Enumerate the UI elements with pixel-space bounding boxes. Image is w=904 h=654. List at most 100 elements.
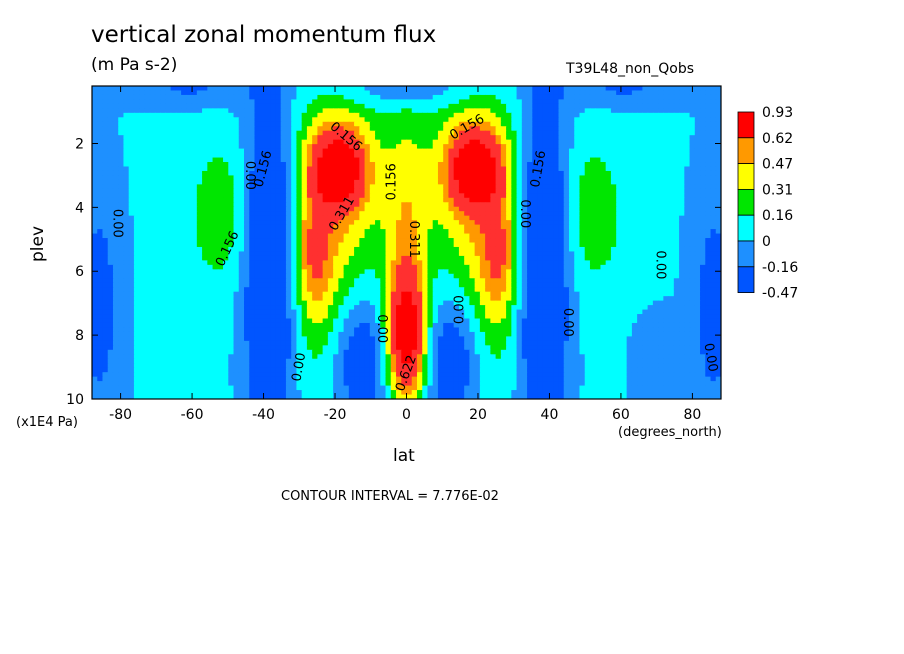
- heatmap-cell: [506, 117, 512, 123]
- heatmap-cell: [516, 224, 523, 230]
- heatmap-cell: [296, 224, 303, 230]
- heatmap-cell: [112, 112, 119, 118]
- heatmap-cell: [322, 255, 329, 261]
- heatmap-cell: [327, 166, 334, 172]
- heatmap-cell: [285, 103, 292, 109]
- heatmap-cell: [663, 193, 670, 199]
- heatmap-cell: [359, 238, 366, 244]
- heatmap-cell: [600, 170, 607, 177]
- heatmap-cell: [647, 238, 654, 244]
- heatmap-cell: [458, 86, 465, 92]
- heatmap-cell: [684, 224, 691, 230]
- heatmap-cell: [280, 184, 287, 190]
- heatmap-cell: [338, 90, 345, 96]
- heatmap-cell: [453, 242, 460, 248]
- heatmap-cell: [118, 90, 125, 96]
- heatmap-cell: [327, 238, 334, 244]
- heatmap-cell: [584, 179, 591, 185]
- heatmap-cell: [631, 206, 638, 212]
- heatmap-cell: [202, 94, 208, 101]
- heatmap-cell: [631, 202, 638, 208]
- heatmap-cell: [574, 121, 581, 127]
- heatmap-cell: [715, 193, 721, 199]
- heatmap-cell: [684, 157, 691, 163]
- heatmap-cell: [621, 135, 628, 141]
- heatmap-cell: [710, 251, 717, 257]
- heatmap-cell: [443, 246, 450, 253]
- heatmap-cell: [568, 99, 575, 105]
- heatmap-cell: [254, 242, 261, 248]
- heatmap-cell: [432, 130, 439, 136]
- heatmap-cell: [385, 220, 392, 226]
- heatmap-cell: [579, 255, 586, 261]
- heatmap-cell: [548, 144, 554, 150]
- heatmap-cell: [364, 188, 371, 194]
- heatmap-cell: [679, 166, 685, 172]
- heatmap-cell: [380, 108, 387, 114]
- heatmap-cell: [191, 193, 198, 199]
- heatmap-cell: [584, 148, 591, 154]
- heatmap-cell: [637, 211, 643, 217]
- heatmap-cell: [553, 121, 560, 127]
- heatmap-cell: [364, 233, 371, 239]
- heatmap-cell: [380, 238, 387, 244]
- heatmap-cell: [359, 157, 366, 163]
- heatmap-cell: [532, 206, 539, 212]
- heatmap-cell: [254, 224, 261, 230]
- heatmap-cell: [584, 170, 591, 177]
- heatmap-cell: [264, 148, 271, 154]
- heatmap-row: [92, 148, 721, 154]
- heatmap-cell: [479, 251, 486, 257]
- heatmap-cell: [548, 246, 554, 253]
- heatmap-cell: [123, 94, 130, 101]
- heatmap-cell: [202, 166, 208, 172]
- heatmap-cell: [254, 130, 261, 136]
- heatmap-cell: [375, 193, 381, 199]
- heatmap-cell: [422, 121, 429, 127]
- heatmap-cell: [422, 251, 429, 257]
- heatmap-cell: [254, 260, 261, 266]
- heatmap-cell: [107, 184, 114, 190]
- heatmap-cell: [663, 148, 670, 154]
- heatmap-cell: [416, 215, 423, 221]
- heatmap-cell: [165, 148, 172, 154]
- heatmap-cell: [437, 126, 444, 132]
- heatmap-cell: [160, 188, 166, 194]
- heatmap-cell: [327, 184, 334, 190]
- heatmap-cell: [280, 157, 287, 163]
- heatmap-cell: [689, 157, 696, 163]
- heatmap-cell: [139, 255, 146, 261]
- heatmap-cell: [715, 242, 721, 248]
- heatmap-cell: [259, 202, 266, 208]
- heatmap-cell: [506, 86, 512, 92]
- heatmap-cell: [102, 126, 109, 132]
- heatmap-cell: [364, 251, 371, 257]
- heatmap-cell: [401, 157, 408, 163]
- heatmap-cell: [322, 148, 329, 154]
- heatmap-cell: [343, 108, 350, 114]
- heatmap-cell: [343, 184, 350, 190]
- heatmap-cell: [123, 211, 130, 217]
- heatmap-cell: [212, 175, 219, 181]
- heatmap-cell: [589, 99, 596, 105]
- heatmap-cell: [259, 139, 266, 145]
- heatmap-cell: [621, 90, 628, 96]
- heatmap-cell: [637, 153, 643, 159]
- heatmap-cell: [694, 251, 701, 257]
- heatmap-cell: [589, 112, 596, 118]
- heatmap-cell: [616, 86, 623, 92]
- heatmap-cell: [427, 153, 434, 159]
- heatmap-cell: [621, 179, 628, 185]
- heatmap-cell: [207, 202, 214, 208]
- heatmap-cell: [207, 255, 214, 261]
- heatmap-cell: [621, 153, 628, 159]
- heatmap-cell: [97, 215, 104, 221]
- heatmap-cell: [411, 166, 418, 172]
- heatmap-cell: [160, 130, 166, 136]
- heatmap-cell: [348, 211, 355, 217]
- heatmap-cell: [621, 260, 628, 266]
- heatmap-cell: [296, 99, 303, 105]
- heatmap-cell: [616, 246, 623, 253]
- heatmap-cell: [600, 193, 607, 199]
- heatmap-cell: [673, 242, 680, 248]
